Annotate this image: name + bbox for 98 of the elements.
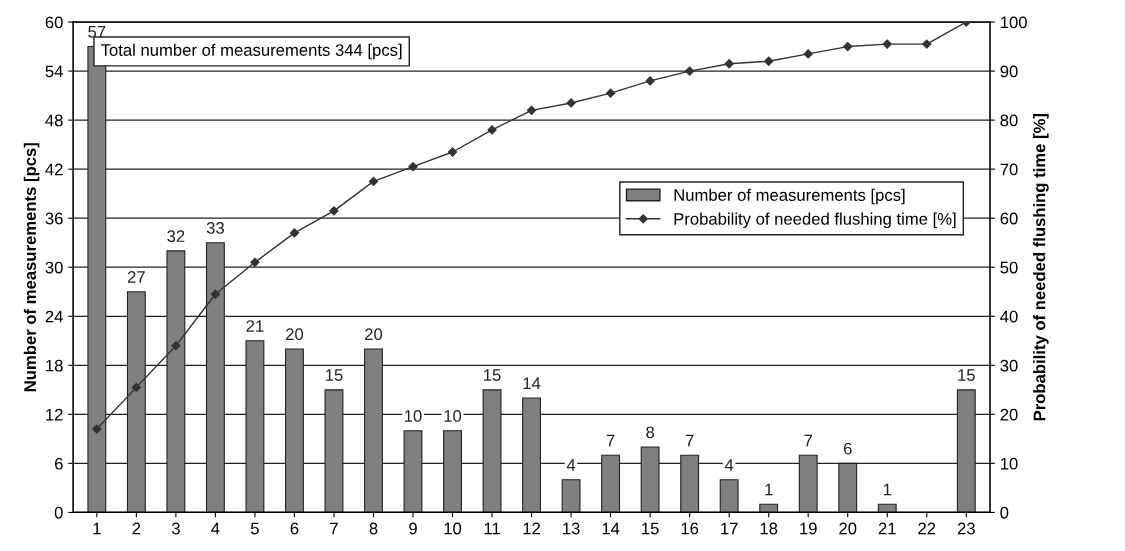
data-label: 14 (523, 377, 541, 389)
y2-tick-label: 20 (1000, 408, 1018, 421)
data-label: 1 (765, 483, 773, 496)
x-tick-label: 18 (760, 522, 778, 535)
y-axis-title: Number of measurements [pcs] (23, 143, 40, 392)
x-tick-label: 11 (484, 522, 500, 535)
x-tick-label: 12 (523, 522, 540, 535)
bar (561, 479, 581, 513)
data-label: 20 (286, 328, 304, 341)
data-label: 4 (566, 459, 576, 471)
y-tick-label: 30 (45, 261, 63, 274)
point (289, 228, 300, 238)
x-tick-label: 5 (250, 522, 259, 535)
legend-label: Probability of needed flushing time [%] (674, 212, 956, 229)
y-tick-label: 0 (54, 506, 63, 519)
x-tick-label: 20 (839, 522, 857, 535)
bar (877, 503, 897, 513)
x-tick-label: 19 (800, 522, 817, 535)
x-tick-label: 2 (132, 522, 141, 535)
data-label: 7 (685, 434, 694, 447)
y-tick-label: 60 (45, 16, 63, 29)
x-tick-label: 10 (444, 522, 462, 535)
x-tick-label: 16 (681, 522, 699, 535)
x-tick-label: 3 (171, 522, 180, 535)
y-tick-label: 48 (45, 114, 63, 127)
y2-tick-label: 60 (1000, 212, 1018, 225)
data-label: 33 (206, 222, 224, 234)
point (210, 289, 221, 299)
legend-label: Number of measurements [pcs] (674, 188, 905, 205)
point (329, 206, 339, 216)
data-label: 10 (405, 410, 422, 422)
x-tick-label: 22 (918, 522, 936, 535)
x-tick-label: 17 (721, 522, 738, 535)
x-tick-label: 7 (330, 522, 338, 535)
point (803, 49, 813, 59)
y2-tick-label: 100 (1000, 16, 1027, 29)
y2-axis-title: Probability of needed flushing time [%] (1033, 113, 1049, 421)
point (368, 176, 379, 187)
x-tick-label: 14 (602, 522, 620, 535)
point (882, 39, 892, 49)
point (487, 125, 497, 135)
y2-tick-label: 80 (1000, 114, 1018, 127)
data-label: 15 (484, 369, 501, 381)
point (724, 59, 734, 69)
x-tick-label: 4 (211, 522, 220, 535)
annotation: Total number of measurements 344 [pcs] (101, 43, 402, 60)
y2-tick-label: 40 (1000, 310, 1018, 323)
x-tick-label: 15 (642, 522, 659, 535)
data-label: 6 (843, 442, 852, 455)
y-tick-label: 24 (45, 310, 63, 323)
y-tick-label: 6 (54, 457, 63, 470)
x-tick-label: 9 (409, 522, 417, 535)
y2-tick-label: 10 (1000, 457, 1018, 470)
point (764, 56, 774, 66)
data-label: 20 (365, 328, 383, 341)
data-label: 7 (804, 434, 812, 447)
data-label: 21 (246, 320, 264, 332)
point (566, 98, 576, 108)
point (922, 39, 932, 49)
y2-tick-label: 30 (1000, 359, 1018, 372)
point (843, 41, 853, 52)
data-label: 57 (88, 26, 106, 38)
point (526, 105, 537, 115)
y-tick-label: 12 (46, 408, 63, 421)
point (605, 88, 616, 98)
x-tick-label: 8 (369, 522, 378, 535)
data-label: 8 (646, 426, 655, 439)
x-tick-label: 21 (878, 522, 896, 535)
x-tick-label: 13 (563, 522, 580, 535)
data-label: 15 (958, 369, 975, 381)
y-tick-label: 18 (46, 359, 63, 372)
data-label: 15 (325, 369, 343, 381)
data-label: 4 (724, 459, 734, 471)
point (92, 424, 102, 434)
point (645, 76, 655, 86)
point (250, 257, 260, 267)
point (131, 382, 141, 393)
bar (759, 503, 779, 513)
point (171, 341, 181, 351)
point (685, 66, 695, 76)
data-label: 27 (127, 271, 145, 283)
y-tick-label: 36 (45, 212, 63, 225)
y-tick-label: 42 (45, 163, 63, 176)
bar (719, 479, 739, 513)
data-label: 32 (167, 230, 185, 243)
y2-tick-label: 50 (1000, 261, 1018, 274)
y2-tick-label: 70 (1000, 163, 1018, 176)
y2-tick-label: 90 (1000, 65, 1018, 78)
data-label: 10 (444, 410, 462, 422)
y2-tick-label: 0 (1000, 506, 1009, 519)
x-tick-label: 6 (290, 522, 299, 535)
data-label: 7 (606, 434, 615, 447)
x-tick-label: 23 (957, 522, 975, 535)
point (408, 162, 418, 172)
x-tick-label: 1 (93, 522, 101, 535)
point (447, 147, 458, 157)
data-label: 1 (883, 483, 892, 496)
y-tick-label: 54 (45, 65, 63, 78)
